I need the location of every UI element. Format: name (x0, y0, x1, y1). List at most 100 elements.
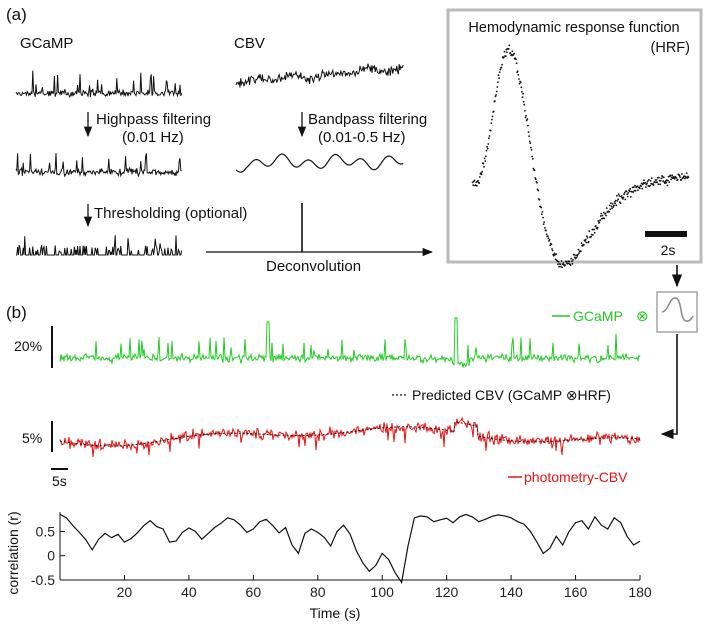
hrf-icon (661, 297, 694, 322)
cbv-scale-label: 5% (22, 430, 42, 446)
hrf-dot (643, 179, 645, 182)
hrf-dot (678, 174, 681, 177)
bandpass-param: (0.01-0.5 Hz) (318, 129, 406, 146)
hrf-dot (662, 176, 665, 179)
hrf-dot (530, 149, 533, 151)
hrf-dot (524, 110, 526, 112)
hrf-dot (687, 176, 690, 179)
hrf-dot (626, 195, 629, 198)
hrf-dot (534, 178, 537, 181)
hrf-dot (571, 262, 574, 265)
hrf-dot (652, 184, 655, 186)
hrf-dot (497, 74, 500, 77)
hrf-dot (599, 215, 602, 217)
hrf-title: Hemodynamic response function (468, 20, 679, 36)
hrf-dot (491, 118, 493, 121)
hrf-dot (491, 115, 494, 118)
hrf-dot (612, 206, 615, 208)
hrf-dot (623, 191, 626, 194)
hrf-dot (572, 259, 574, 261)
gcamp-legend-label: GCaMP (573, 308, 623, 324)
hrf-dot (488, 135, 491, 137)
hrf-dot (545, 229, 547, 232)
hrf-dot (617, 198, 619, 201)
x-tick-label: 80 (310, 584, 326, 600)
hrf-dot (524, 116, 527, 119)
predicted-legend-label: Predicted CBV (GCaMP ⊗HRF) (412, 387, 611, 403)
hrf-dot (537, 189, 540, 192)
hrf-dot (551, 248, 553, 250)
highpass-param: (0.01 Hz) (122, 129, 184, 146)
hrf-dot (608, 204, 611, 207)
hrf-dot (586, 237, 589, 239)
bandpass-label: Bandpass filtering (308, 111, 427, 128)
hrf-dot (561, 266, 564, 269)
hrf-dot (504, 55, 507, 57)
hrf-dot (527, 124, 529, 127)
hrf-dot (669, 174, 672, 177)
prediction-connector-arrow (660, 334, 678, 440)
hrf-dot (637, 189, 639, 192)
hrf-dot (513, 52, 515, 55)
hrf-dot (477, 179, 479, 182)
photometry-legend-label: photometry-CBV (524, 469, 628, 485)
hrf-dot (629, 196, 632, 198)
hrf-dot (675, 177, 678, 179)
hrf-dot (495, 94, 497, 96)
hrf-dot (664, 180, 667, 183)
hrf-dot (573, 253, 576, 256)
hrf-dot (564, 264, 567, 266)
hrf-dot (644, 186, 647, 189)
x-tick-label: 20 (117, 584, 133, 600)
hrf-dot (492, 110, 495, 113)
hrf-dot (521, 91, 523, 93)
hrf-dot (529, 142, 532, 145)
hrf-dot (522, 100, 525, 103)
hrf-dot (540, 213, 543, 216)
hrf-dot (559, 263, 562, 266)
hrf-dot (494, 100, 496, 103)
hrf-dot (605, 214, 607, 217)
hrf-dot (680, 178, 683, 181)
x-tick-label: 160 (564, 584, 588, 600)
hrf-dot (487, 143, 490, 145)
hrf-dot (574, 257, 577, 260)
hrf-dot (503, 56, 505, 58)
hrf-dot (684, 177, 686, 180)
hrf-dot (565, 260, 568, 263)
hrf-dot (497, 81, 499, 83)
hrf-dot (592, 234, 594, 236)
hrf-dot (499, 68, 502, 71)
cbv-bandpass-trace (235, 153, 404, 173)
hrf-dot (610, 202, 612, 205)
hrf-dot (671, 174, 674, 177)
hrf-dot (548, 238, 551, 241)
hrf-dot (485, 155, 487, 158)
hrf-dot (668, 181, 671, 184)
hrf-dot (472, 184, 475, 187)
hrf-dot (496, 86, 499, 88)
y-ticks: 0.5 0 -0.5 (31, 523, 65, 588)
hrf-dot (509, 52, 512, 55)
hrf-dot (679, 176, 681, 179)
hrf-dot (595, 225, 597, 227)
x-tick-label: 40 (181, 584, 197, 600)
hrf-dot (608, 211, 610, 213)
hrf-dot (531, 155, 533, 158)
hrf-dot (551, 249, 554, 252)
x-axis-label: Time (s) (310, 605, 361, 621)
hrf-dot (517, 74, 520, 76)
hrf-dot (598, 221, 601, 224)
hrf-dot (624, 198, 627, 201)
hrf-dot (657, 183, 660, 186)
hrf-dot (569, 264, 572, 266)
threshold-label: Thresholding (optional) (94, 205, 247, 222)
hrf-dot (628, 190, 631, 193)
hrf-dot (609, 208, 612, 211)
y-tick-label: 0 (47, 548, 55, 564)
y-tick-label: -0.5 (31, 572, 55, 588)
hrf-dot (516, 70, 519, 73)
hrf-dot (584, 238, 587, 241)
hrf-dot (560, 260, 563, 262)
hrf-dot (659, 180, 662, 182)
